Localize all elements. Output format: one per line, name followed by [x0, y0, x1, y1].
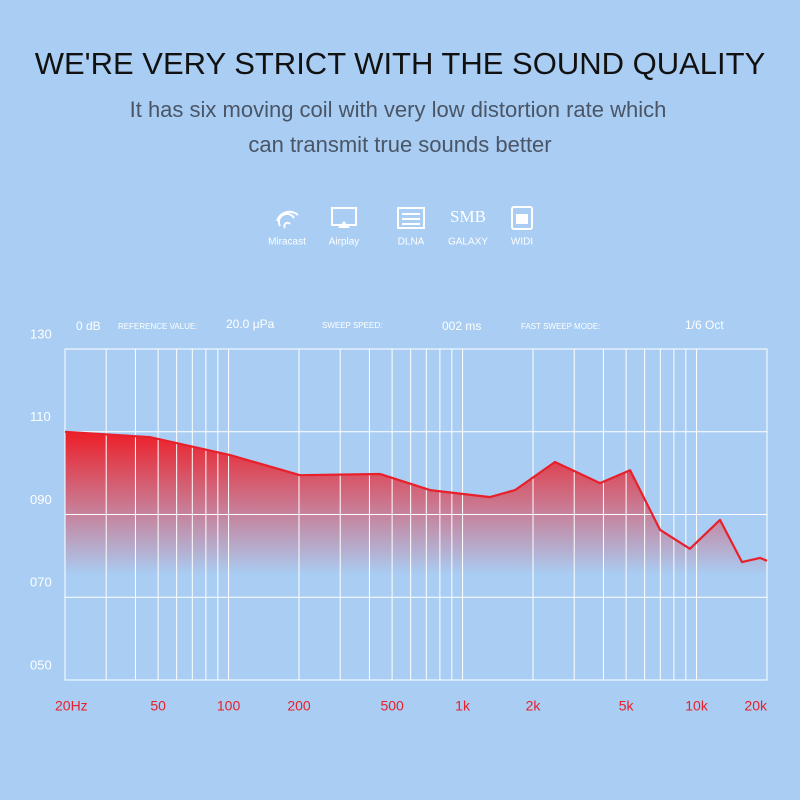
- subtitle: can transmit true sounds better: [248, 132, 551, 157]
- x-tick-label: 5k: [619, 698, 635, 714]
- annotation: 20.0 μPa: [226, 317, 275, 331]
- x-tick-label: 1k: [455, 698, 471, 714]
- x-tick-label: 20k: [744, 698, 768, 714]
- icon-label: GALAXY: [448, 237, 488, 248]
- subtitle: It has six moving coil with very low dis…: [130, 97, 667, 122]
- y-tick-label: 090: [30, 492, 52, 507]
- icon: SMB GALAXY: [448, 207, 488, 248]
- x-tick-label: 20Hz: [55, 698, 88, 714]
- icon-label: Airplay: [329, 237, 360, 248]
- y-tick-label: 070: [30, 575, 52, 590]
- y-tick-label: 130: [30, 326, 52, 341]
- y-tick-label: 050: [30, 657, 52, 672]
- x-tick-label: 10k: [685, 698, 709, 714]
- x-tick-label: 200: [287, 698, 311, 714]
- icon: Airplay: [329, 207, 360, 248]
- icon: WIDI: [511, 206, 533, 248]
- annotation: 1/6 Oct: [685, 318, 724, 332]
- annotation: SWEEP SPEED:: [322, 321, 382, 330]
- x-tick-label: 2k: [526, 698, 542, 714]
- title: WE'RE VERY STRICT WITH THE SOUND QUALITY: [35, 46, 766, 81]
- x-tick-label: 50: [150, 698, 166, 714]
- icon: DLNA: [397, 207, 425, 248]
- x-tick-label: 500: [380, 698, 404, 714]
- plot: 20Hz 50 100 200 500 1k 2k 5k 10k 20k 050 070 090 110 1…: [30, 326, 768, 713]
- icon-label: DLNA: [398, 237, 425, 248]
- y-tick-label: 110: [30, 409, 51, 424]
- icon-badge: SMB: [450, 207, 486, 226]
- line: [64, 430, 768, 564]
- annotation: 002 ms: [442, 319, 481, 333]
- icon-row: Miracast Airplay DLNA SMB GALAXY WIDI: [268, 206, 533, 248]
- icon-label: WIDI: [511, 237, 533, 248]
- icon-label: Miracast: [268, 237, 306, 248]
- annotation: FAST SWEEP MODE:: [521, 322, 600, 331]
- annotation: REFERENCE VALUE:: [118, 322, 197, 331]
- area: [65, 431, 767, 680]
- annotation: 0 dB: [76, 319, 101, 333]
- plot-frame: [64, 348, 768, 681]
- icon: Miracast: [268, 210, 306, 248]
- x-tick-label: 100: [217, 698, 241, 714]
